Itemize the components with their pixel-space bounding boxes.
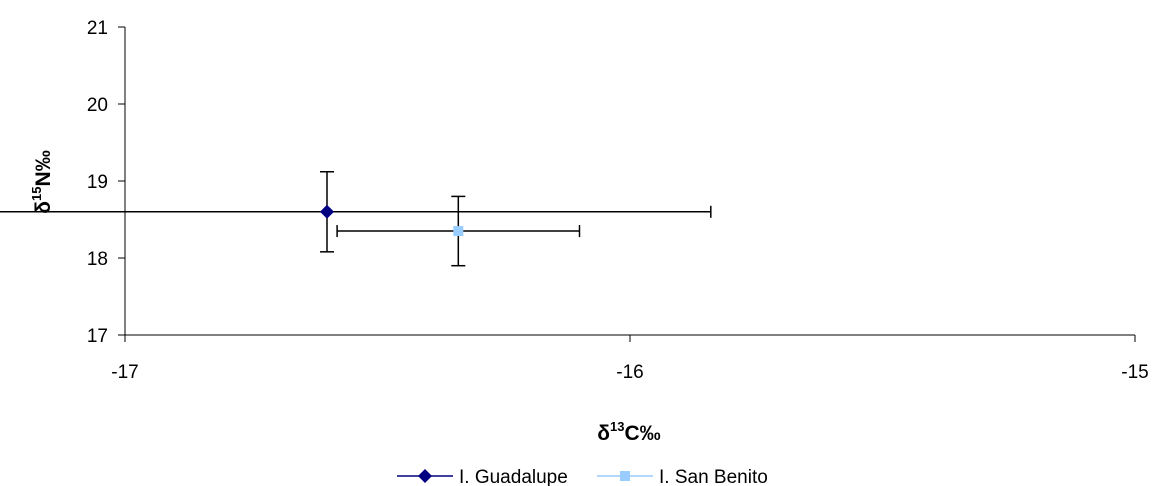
- data-point-diamond: [320, 204, 334, 219]
- x-tick-label: -17: [111, 362, 138, 383]
- legend: I. Guadalupe I. San Benito: [397, 467, 768, 486]
- x-tick-label: -15: [1121, 362, 1148, 383]
- y-tick-label: 21: [87, 18, 108, 39]
- y-tick-label: 17: [87, 326, 108, 347]
- x-axis-title-sup: 13: [610, 419, 624, 434]
- x-axis-title-main: C‰: [625, 422, 661, 445]
- data-marks: [320, 204, 464, 237]
- y-axis-title: δ15N‰: [29, 150, 55, 213]
- x-axis-title: δ13C‰: [597, 419, 660, 445]
- legend-label-guadalupe: I. Guadalupe: [459, 467, 568, 486]
- y-tick-label: 19: [87, 172, 108, 193]
- legend-label-sanbenito: I. San Benito: [659, 467, 768, 486]
- legend-marker-sanbenito: [620, 471, 630, 481]
- x-tick-label: -16: [616, 362, 643, 383]
- y-axis-title-prefix: δ: [32, 201, 55, 214]
- x-axis-title-prefix: δ: [597, 422, 610, 445]
- axes: 17 18 19 20 21 -17 -16 -15: [87, 18, 1149, 383]
- legend-marker-guadalupe: [418, 469, 432, 483]
- y-tick-label: 20: [87, 95, 108, 116]
- y-axis-title-main: N‰: [32, 150, 55, 186]
- y-axis-title-sup: 15: [29, 186, 44, 200]
- data-point-square: [453, 226, 464, 237]
- y-tick-label: 18: [87, 249, 108, 270]
